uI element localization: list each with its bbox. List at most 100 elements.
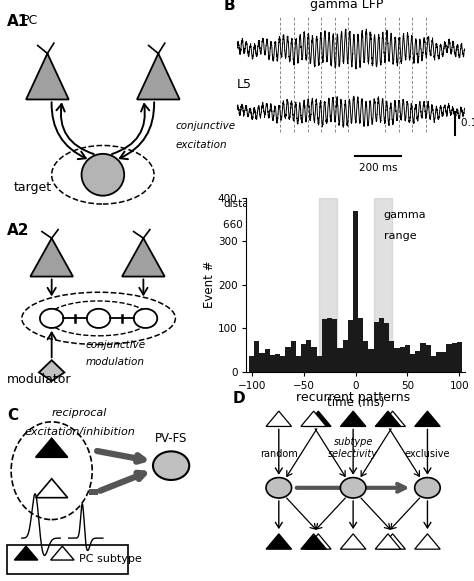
Text: recurrent patterns: recurrent patterns [296,391,410,404]
Text: 660 μm: 660 μm [223,220,263,229]
Bar [394,349,400,372]
Polygon shape [306,534,331,549]
Polygon shape [266,411,292,426]
Bar [447,344,452,372]
X-axis label: time (ms): time (ms) [327,396,384,410]
Text: modulator: modulator [7,373,72,386]
Bar [264,349,270,372]
Circle shape [134,309,157,328]
Bar [358,318,363,372]
Polygon shape [380,534,405,549]
Circle shape [40,309,64,328]
Bar [353,211,358,372]
Bar [368,349,374,372]
Polygon shape [415,411,440,426]
Text: PC subtype: PC subtype [79,554,142,564]
Bar [249,356,254,372]
Text: gamma LFP: gamma LFP [310,0,383,10]
Text: modulation: modulation [86,357,145,367]
Polygon shape [375,534,401,549]
Text: PV-FS: PV-FS [155,432,187,446]
Bar [270,355,275,372]
Polygon shape [51,546,74,560]
Text: D: D [232,391,245,406]
Circle shape [415,478,440,498]
Polygon shape [266,534,292,549]
Bar [343,339,348,372]
Text: reciprocal: reciprocal [52,408,107,418]
Polygon shape [36,438,68,457]
Text: C: C [7,408,18,424]
Bar [275,354,280,372]
Bar [296,356,301,372]
Bar [457,342,462,372]
Bar [374,322,379,372]
Circle shape [266,478,292,498]
Bar [348,321,353,372]
Polygon shape [306,411,331,426]
Text: distance: distance [223,199,268,209]
Bar [7,545,128,573]
Bar [301,344,306,372]
Text: A2: A2 [7,223,29,238]
Text: 0.1 mV: 0.1 mV [461,118,474,128]
Bar [317,356,322,372]
Bar [327,318,332,372]
Polygon shape [26,53,69,99]
Polygon shape [301,411,327,426]
Bar [89,489,98,495]
Bar [280,356,285,372]
Text: exclusive: exclusive [405,449,450,459]
Bar [306,340,311,372]
Text: conjunctive: conjunctive [86,340,146,350]
Bar [400,347,405,372]
Polygon shape [39,360,64,381]
Y-axis label: Event #: Event # [203,261,217,309]
Polygon shape [122,238,165,277]
Bar [254,342,259,372]
Bar [410,354,415,372]
Text: L5: L5 [237,78,252,91]
Polygon shape [340,411,366,426]
Bar [441,352,447,372]
Bar [332,318,337,372]
Text: subtype
selectivity: subtype selectivity [328,437,378,459]
Text: random: random [260,449,298,459]
Circle shape [82,154,124,196]
Bar [259,353,264,372]
Text: B: B [223,0,235,13]
Polygon shape [30,238,73,277]
Bar [363,341,368,372]
Bar [374,198,392,372]
Bar [384,322,389,372]
Polygon shape [340,534,366,549]
Bar [436,352,441,372]
Text: excitation/inhibition: excitation/inhibition [24,427,135,437]
Bar [426,345,431,372]
Bar [311,346,317,372]
Bar [379,318,384,372]
Polygon shape [137,53,180,99]
Bar [337,348,343,372]
Bar [405,345,410,372]
Bar [415,352,420,372]
Polygon shape [14,546,38,560]
Polygon shape [36,479,68,498]
Bar [431,356,436,372]
Bar [291,342,296,372]
Circle shape [153,451,189,480]
Bar [319,198,337,372]
Polygon shape [301,534,327,549]
Text: A1: A1 [7,14,29,28]
Text: 200 ms: 200 ms [359,163,397,173]
Text: PC: PC [22,14,38,27]
Polygon shape [380,411,405,426]
Polygon shape [415,534,440,549]
Circle shape [87,309,110,328]
Text: range: range [384,231,417,241]
Bar [420,343,426,372]
Text: conjunctive: conjunctive [175,121,236,131]
Polygon shape [375,411,401,426]
Circle shape [340,478,366,498]
Bar [285,346,291,372]
